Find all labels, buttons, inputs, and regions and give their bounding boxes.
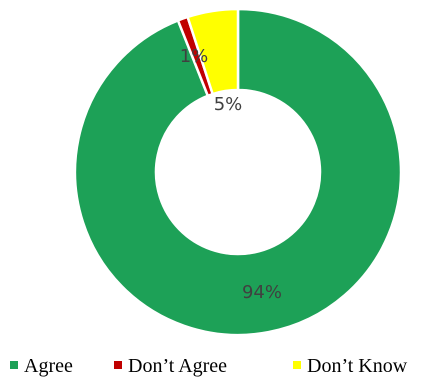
data-label-don-t-agree: 1% xyxy=(180,46,209,67)
legend-label-don-t-know: Don’t Know xyxy=(307,355,408,377)
data-label-agree: 94% xyxy=(242,282,282,303)
data-label-don-t-know: 5% xyxy=(214,94,243,115)
legend-label-agree: Agree xyxy=(24,355,73,377)
legend-swatch-don-t-agree xyxy=(114,361,122,369)
legend-swatch-agree xyxy=(10,361,18,369)
data-labels: 94% 1% 5% xyxy=(180,46,282,303)
donut-slices xyxy=(73,7,403,337)
legend-label-don-t-agree: Don’t Agree xyxy=(128,355,227,377)
legend-swatch-don-t-know xyxy=(293,361,301,369)
slice-agree xyxy=(73,7,403,337)
slice-don-t-know xyxy=(186,7,240,96)
legend: Agree Don’t Agree Don’t Know xyxy=(10,355,408,377)
